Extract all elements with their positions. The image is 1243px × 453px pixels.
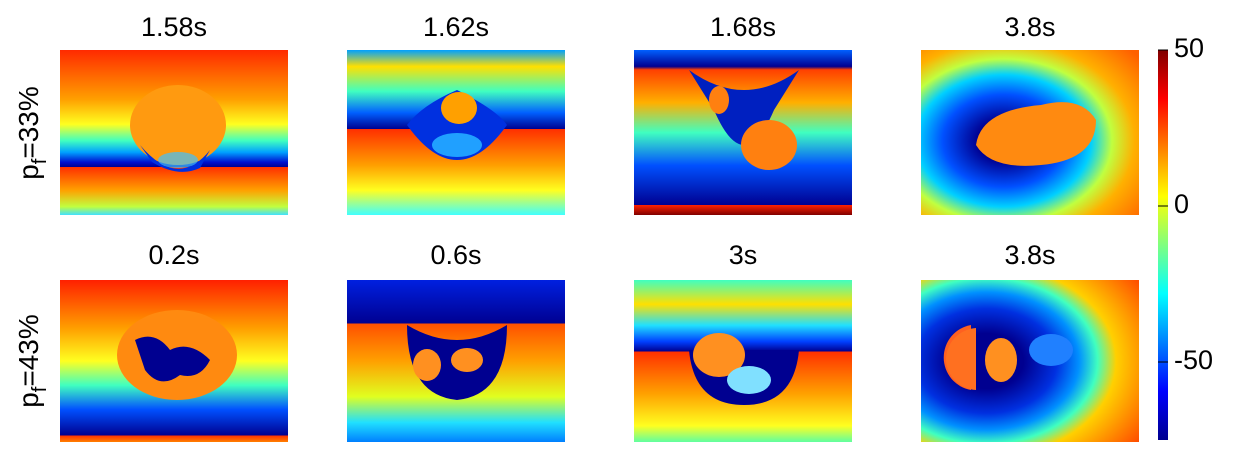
colorbar — [1158, 50, 1168, 440]
panel-title: 3s — [729, 240, 758, 270]
colorbar-tick-label: 50 — [1174, 33, 1204, 63]
snapshot — [347, 280, 565, 442]
row-label-rest: =43% — [13, 314, 44, 386]
snapshot — [921, 50, 1139, 215]
snapshot — [60, 280, 288, 442]
panel-title: 0.2s — [148, 240, 199, 270]
snapshot — [921, 280, 1139, 442]
snapshot — [634, 50, 852, 215]
figure: 1.58s 1.62s 1.68s 3.8s 0.2s 0.6s 3s 3.8s… — [0, 0, 1243, 448]
panel-title: 3.8s — [1004, 240, 1055, 270]
snapshot — [60, 50, 288, 215]
snapshots — [60, 50, 1139, 442]
row-labels: pf=33% pf=43% — [13, 86, 51, 408]
snapshot — [347, 50, 565, 215]
panel-title: 1.58s — [141, 12, 207, 42]
panel-title: 3.8s — [1004, 12, 1055, 42]
colorbar-tick-label: 0 — [1174, 189, 1189, 219]
panel-title: 0.6s — [430, 240, 481, 270]
panel-title: 1.62s — [423, 12, 489, 42]
panel-title: 1.68s — [710, 12, 776, 42]
snapshot — [634, 280, 852, 442]
row-label-rest: =33% — [13, 86, 44, 158]
row-label: pf=33% — [13, 86, 51, 180]
row-label-main: p — [13, 164, 44, 180]
colorbar-tick-label: -50 — [1174, 345, 1213, 375]
row-label-main: p — [13, 392, 44, 408]
row-label: pf=43% — [13, 314, 51, 408]
